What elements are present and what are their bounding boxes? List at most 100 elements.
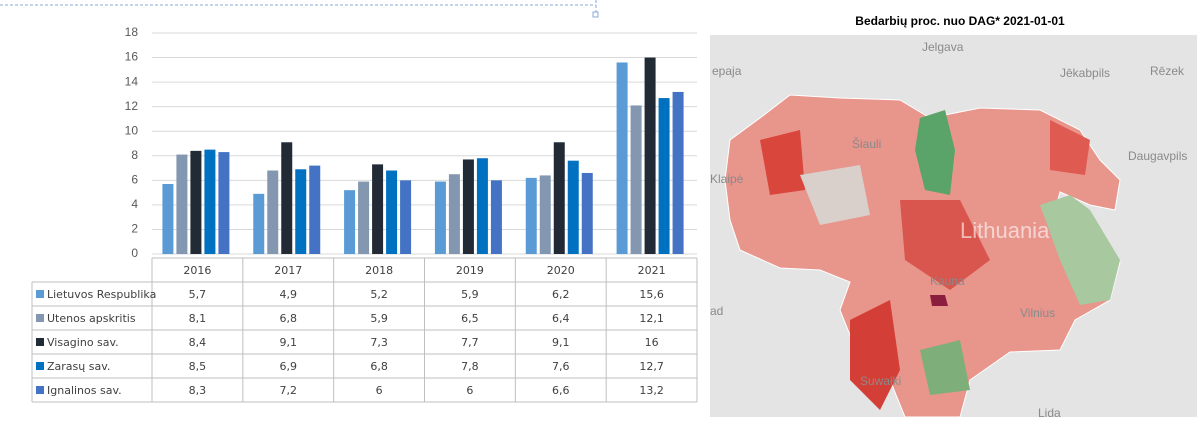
y-tick-label: 14 bbox=[125, 74, 139, 88]
map-place-label: epaja bbox=[712, 64, 742, 78]
bar bbox=[176, 154, 188, 254]
x-tick-label: 2019 bbox=[456, 264, 484, 277]
region-dark bbox=[850, 300, 900, 410]
bar bbox=[644, 57, 656, 254]
table-cell: 8,5 bbox=[189, 360, 207, 373]
legend-swatch bbox=[36, 386, 44, 394]
bar bbox=[490, 180, 502, 254]
bar bbox=[525, 177, 537, 254]
bar bbox=[567, 160, 579, 254]
bar bbox=[658, 98, 670, 254]
table-cell: 8,3 bbox=[189, 384, 207, 397]
bar bbox=[218, 152, 230, 254]
table-cell: 6,8 bbox=[370, 360, 388, 373]
y-tick-label: 18 bbox=[125, 25, 139, 39]
bar bbox=[372, 164, 384, 254]
bar bbox=[539, 175, 551, 254]
table-cell: 6,5 bbox=[461, 312, 479, 325]
bar bbox=[309, 165, 321, 254]
table-cell: 5,7 bbox=[189, 288, 207, 301]
legend-label: Visagino sav. bbox=[47, 336, 119, 349]
y-tick-label: 0 bbox=[131, 246, 138, 260]
table-cell: 12,1 bbox=[639, 312, 664, 325]
table-cell: 7,7 bbox=[461, 336, 479, 349]
table-cell: 15,6 bbox=[639, 288, 664, 301]
table-cell: 7,3 bbox=[370, 336, 388, 349]
table-cell: 5,9 bbox=[370, 312, 388, 325]
bar bbox=[344, 190, 356, 254]
table-cell: 6,4 bbox=[552, 312, 570, 325]
table-cell: 9,1 bbox=[280, 336, 298, 349]
table-cell: 4,9 bbox=[280, 288, 298, 301]
region-dark bbox=[760, 130, 805, 195]
table-cell: 6,6 bbox=[552, 384, 570, 397]
table-cell: 5,9 bbox=[461, 288, 479, 301]
map-title: Bedarbių proc. nuo DAG* 2021-01-01 bbox=[855, 14, 1065, 28]
selection-handle bbox=[592, 11, 599, 18]
bar bbox=[358, 181, 370, 254]
region-dark bbox=[900, 200, 990, 290]
bar bbox=[162, 184, 174, 254]
x-tick-label: 2016 bbox=[183, 264, 211, 277]
region-green bbox=[915, 110, 955, 195]
legend-label: Ignalinos sav. bbox=[47, 384, 122, 397]
bar bbox=[400, 180, 412, 254]
region-light-green bbox=[1040, 195, 1120, 305]
table-cell: 6,9 bbox=[280, 360, 298, 373]
y-tick-label: 6 bbox=[131, 173, 138, 187]
legend-label: Lietuvos Respublika bbox=[47, 288, 156, 301]
y-tick-label: 2 bbox=[131, 222, 138, 236]
map-place-label: Jelgava bbox=[922, 40, 964, 54]
bar bbox=[462, 159, 474, 254]
bar bbox=[448, 174, 460, 254]
table-cell: 5,2 bbox=[370, 288, 388, 301]
map-place-label: Daugavpils bbox=[1128, 149, 1187, 163]
table-cell: 6 bbox=[376, 384, 383, 397]
bar bbox=[267, 170, 279, 254]
region-dark bbox=[1050, 120, 1090, 175]
map-place-label: Šiauli bbox=[852, 136, 881, 151]
bar bbox=[630, 105, 642, 254]
y-tick-label: 4 bbox=[131, 197, 138, 211]
map-place-label: Lida bbox=[1038, 406, 1061, 417]
y-tick-label: 10 bbox=[125, 123, 139, 137]
region-grey bbox=[800, 165, 870, 225]
legend-swatch bbox=[36, 338, 44, 346]
x-tick-label: 2018 bbox=[365, 264, 393, 277]
x-tick-label: 2017 bbox=[274, 264, 302, 277]
bar bbox=[281, 142, 293, 254]
table-cell: 7,2 bbox=[280, 384, 298, 397]
x-tick-label: 2021 bbox=[638, 264, 666, 277]
y-tick-label: 12 bbox=[125, 99, 139, 113]
table-cell: 7,8 bbox=[461, 360, 479, 373]
legend-swatch bbox=[36, 362, 44, 370]
chart: 0 2 4 6 8 10 12 14 16 18 bbox=[125, 25, 697, 260]
bar bbox=[476, 158, 488, 254]
bar bbox=[581, 172, 593, 254]
map-place-label: Jēkabpils bbox=[1060, 66, 1110, 80]
region-kaunas bbox=[930, 295, 948, 306]
legend-swatch bbox=[36, 290, 44, 298]
y-tick-label: 8 bbox=[131, 148, 138, 162]
bar bbox=[253, 193, 265, 254]
map-place-label: Rēzek bbox=[1150, 64, 1185, 78]
bar bbox=[386, 170, 398, 254]
table-cell: 9,1 bbox=[552, 336, 570, 349]
map-place-label: Kauna bbox=[930, 274, 965, 288]
table-cell: 13,2 bbox=[639, 384, 664, 397]
data-table: 2016 2017 2018 2019 2020 2021 Lietuvos Respubl… bbox=[31, 257, 698, 403]
table-cell: 8,4 bbox=[189, 336, 207, 349]
region-green bbox=[920, 340, 970, 395]
map-place-label: Vilnius bbox=[1020, 306, 1055, 320]
y-tick-label: 16 bbox=[125, 50, 139, 64]
legend-swatch bbox=[36, 314, 44, 322]
table-cell: 6,2 bbox=[552, 288, 570, 301]
legend-label: Utenos apskritis bbox=[47, 312, 136, 325]
bar bbox=[295, 169, 307, 254]
table-cell: 12,7 bbox=[639, 360, 664, 373]
legend-label: Zarasų sav. bbox=[47, 360, 110, 373]
table-cell: 8,1 bbox=[189, 312, 207, 325]
table-cell: 16 bbox=[645, 336, 659, 349]
bar bbox=[204, 149, 216, 254]
bar bbox=[553, 142, 565, 254]
